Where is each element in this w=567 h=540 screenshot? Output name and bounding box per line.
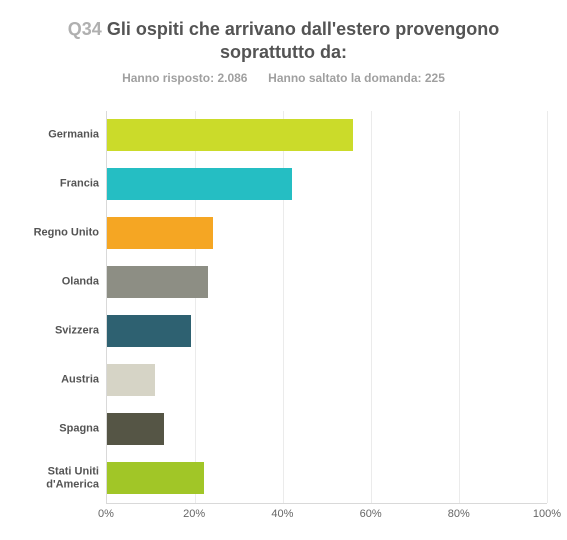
x-tick-label: 20% <box>183 508 205 520</box>
bar <box>107 462 204 494</box>
category-label: Regno Unito <box>21 227 99 240</box>
category-label: Austria <box>21 374 99 387</box>
question-text: Gli ospiti che arrivano dall'estero prov… <box>107 19 499 62</box>
category-label: Stati Uniti d'America <box>21 466 99 491</box>
category-label: Olanda <box>21 276 99 289</box>
responded-value: 2.086 <box>217 71 247 85</box>
gridline <box>547 111 548 503</box>
bar <box>107 119 353 151</box>
bar-row: Spagna <box>107 405 547 454</box>
x-tick-label: 80% <box>448 508 470 520</box>
plot-area: GermaniaFranciaRegno UnitoOlandaSvizzera… <box>106 111 547 504</box>
bar-row: Stati Uniti d'America <box>107 454 547 503</box>
skipped-value: 225 <box>425 71 445 85</box>
category-label: Spagna <box>21 423 99 436</box>
bar-row: Regno Unito <box>107 209 547 258</box>
bar-row: Olanda <box>107 258 547 307</box>
bar-row: Austria <box>107 356 547 405</box>
skipped-label: Hanno saltato la domanda: <box>268 71 421 85</box>
x-axis: 0%20%40%60%80%100% <box>106 508 547 528</box>
bar <box>107 217 213 249</box>
bar <box>107 315 191 347</box>
responded-label: Hanno risposto: <box>122 71 214 85</box>
bar <box>107 266 208 298</box>
category-label: Germania <box>21 129 99 142</box>
category-label: Francia <box>21 178 99 191</box>
bar-row: Svizzera <box>107 307 547 356</box>
x-tick-label: 60% <box>360 508 382 520</box>
bar-row: Francia <box>107 160 547 209</box>
x-tick-label: 0% <box>98 508 114 520</box>
bar-chart: GermaniaFranciaRegno UnitoOlandaSvizzera… <box>20 111 547 528</box>
chart-subtitle: Hanno risposto: 2.086 Hanno saltato la d… <box>20 71 547 85</box>
chart-title: Q34 Gli ospiti che arrivano dall'estero … <box>50 18 517 65</box>
bar <box>107 168 292 200</box>
bar-row: Germania <box>107 111 547 160</box>
x-tick-label: 100% <box>533 508 561 520</box>
bar <box>107 413 164 445</box>
question-number: Q34 <box>68 19 102 39</box>
x-tick-label: 40% <box>271 508 293 520</box>
bar <box>107 364 155 396</box>
category-label: Svizzera <box>21 325 99 338</box>
